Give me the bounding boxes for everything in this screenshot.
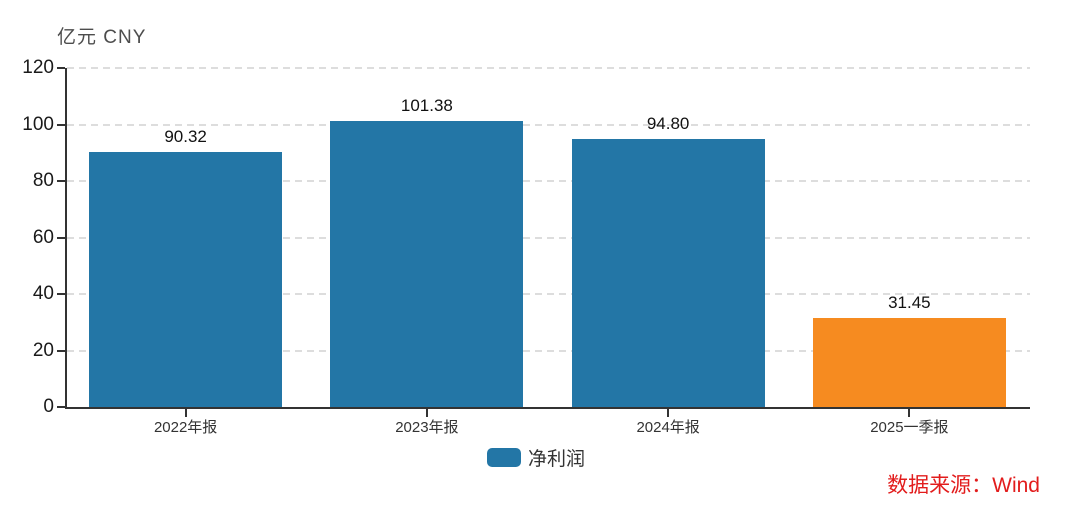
y-axis-tick-label: 20 [32,339,54,361]
y-axis-unit-label: 亿元 CNY [57,27,147,48]
y-axis-tick [57,236,65,239]
x-axis-tick [908,409,911,417]
y-axis-tick-label: 100 [22,113,54,135]
x-axis-tick [184,409,187,417]
x-axis-tick-label: 2022年报 [153,419,218,436]
gridline [67,293,1030,295]
bar [571,139,765,407]
y-axis-tick [57,406,65,408]
y-axis-tick [57,67,65,69]
y-axis-tick-label: 0 [43,396,54,417]
gridline [67,236,1030,239]
data-source-label: 数据来源：Wind [887,474,1040,497]
y-axis-tick [57,293,65,295]
gridline [67,123,1030,126]
x-axis-tick-label: 2024年报 [636,419,700,436]
x-axis-tick-label: 2023年报 [395,419,459,436]
y-axis-tick [57,349,65,352]
legend-label: 净利润 [528,449,586,470]
legend-item-net-profit[interactable]: 净利润 [487,444,585,471]
bar [89,151,283,407]
bar-value-label: 90.32 [164,126,207,146]
x-axis-tick [667,409,670,417]
y-axis-tick-label: 60 [32,226,54,248]
y-axis-tick-label: 40 [32,283,54,304]
y-axis-tick [57,180,65,182]
x-axis-tick-label: 2025一季报 [870,419,949,436]
bar-value-label: 31.45 [888,293,931,313]
y-axis-tick-label: 120 [22,57,54,78]
bar [330,120,524,407]
y-axis-tick-label: 80 [32,170,54,191]
y-axis-tick [57,123,65,126]
legend-swatch [487,448,521,467]
bar-value-label: 101.38 [400,95,453,115]
gridline [67,180,1030,182]
y-axis-line [65,68,67,409]
bar [812,318,1006,407]
x-axis-tick [425,409,428,417]
gridline [67,67,1030,69]
gridline [67,349,1030,352]
bar-value-label: 94.80 [646,114,690,134]
x-axis-line [65,407,1030,409]
